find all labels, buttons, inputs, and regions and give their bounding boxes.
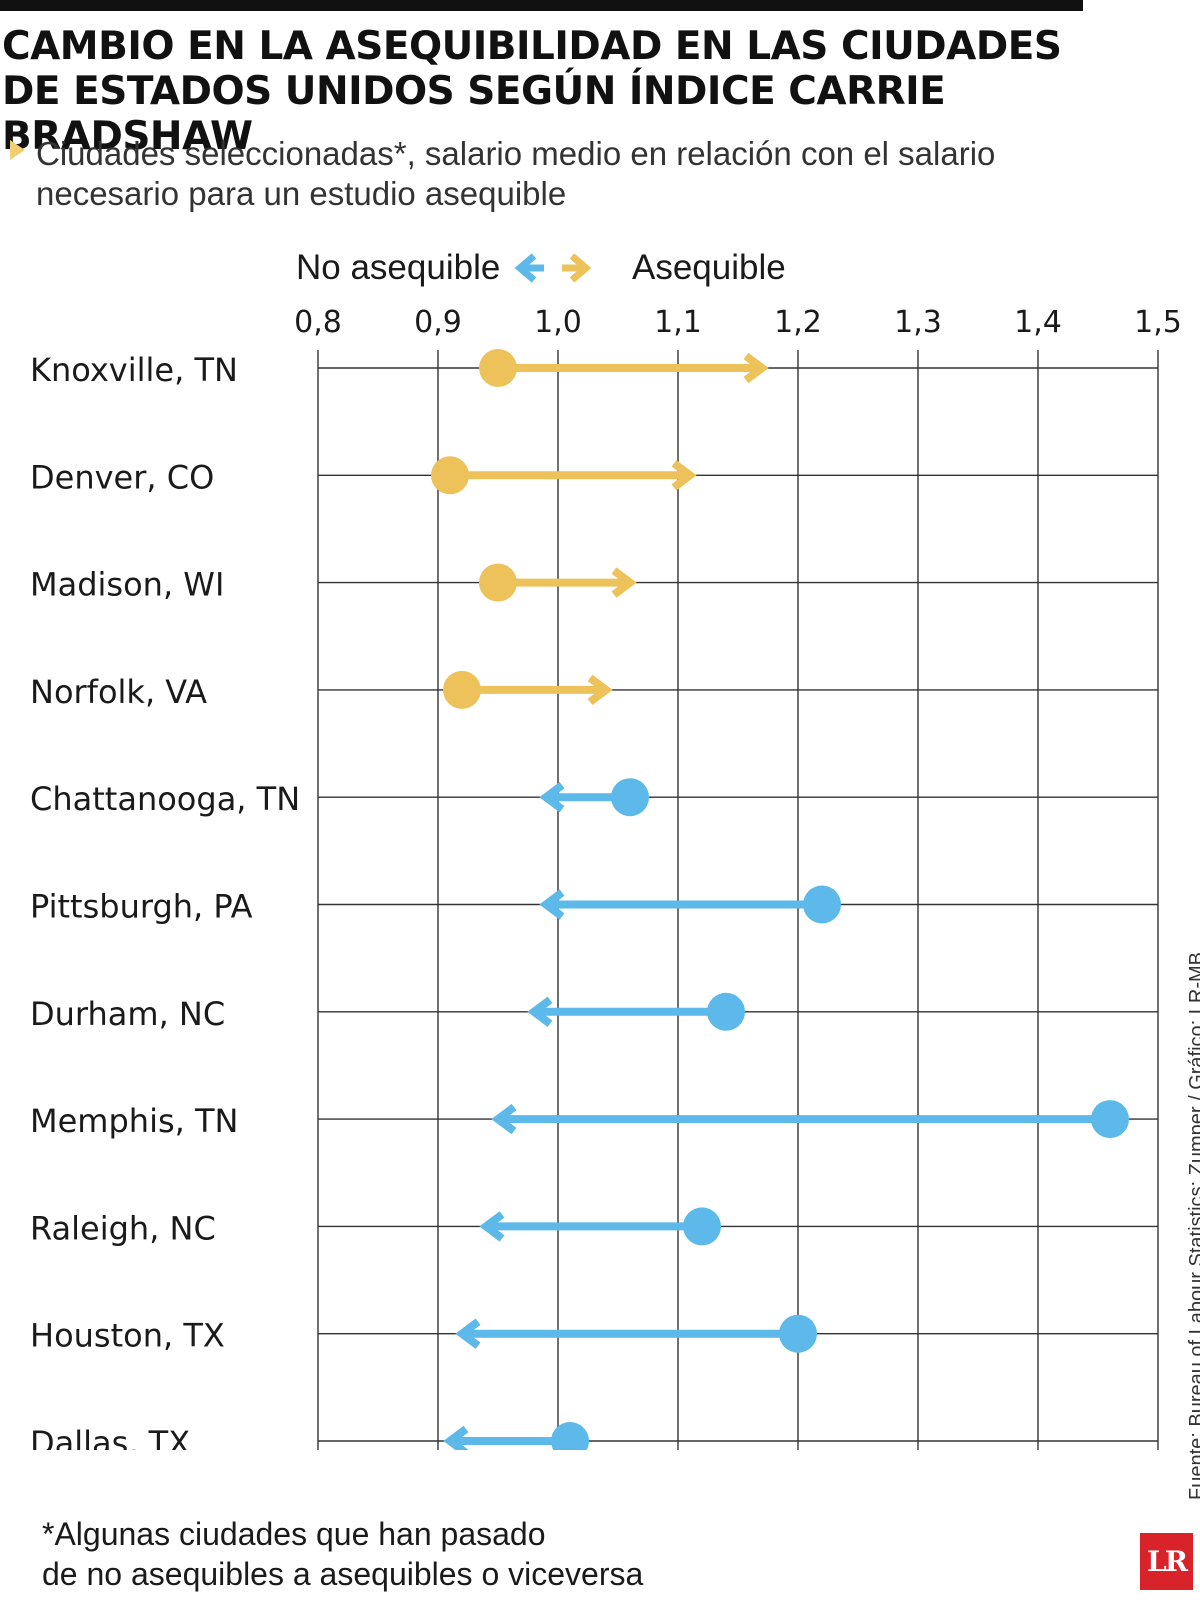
top-rule bbox=[0, 0, 1083, 11]
row-label: Pittsburgh, PA bbox=[30, 888, 253, 926]
source-note: Fuente: Bureau of Labour Statistics; Zum… bbox=[1186, 951, 1200, 1500]
arrow-head bbox=[539, 782, 565, 813]
arrow-head bbox=[491, 1103, 517, 1135]
arrow-head bbox=[479, 1211, 505, 1242]
row-label: Norfolk, VA bbox=[30, 673, 207, 711]
lr-logo: LR bbox=[1140, 1533, 1193, 1590]
footnote-line-1: *Algunas ciudades que han pasado bbox=[42, 1516, 546, 1552]
start-dot bbox=[479, 349, 517, 387]
title-line-1: CAMBIO EN LA ASEQUIBILIDAD EN LAS CIUDAD… bbox=[2, 24, 1062, 69]
row-label: Madison, WI bbox=[30, 566, 224, 604]
x-tick-label: 0,8 bbox=[294, 305, 342, 340]
subtitle-line-1: Ciudades seleccionadas*, salario medio e… bbox=[36, 135, 996, 172]
arrow-left-icon bbox=[514, 253, 544, 283]
start-dot bbox=[683, 1207, 721, 1246]
arrow-head bbox=[455, 1318, 481, 1349]
footnote: *Algunas ciudades que han pasado de no a… bbox=[42, 1514, 643, 1594]
arrow-head bbox=[587, 674, 613, 706]
start-dot bbox=[551, 1422, 589, 1450]
arrow-right-icon bbox=[562, 253, 592, 283]
footnote-line-2: de no asequibles a asequibles o vicevers… bbox=[42, 1556, 644, 1592]
start-dot bbox=[431, 456, 469, 495]
x-tick-label: 1,3 bbox=[894, 305, 942, 340]
x-tick-label: 1,0 bbox=[534, 305, 582, 340]
row-label: Houston, TX bbox=[30, 1317, 225, 1355]
arrow-head bbox=[539, 889, 565, 920]
chart-title: CAMBIO EN LA ASEQUIBILIDAD EN LAS CIUDAD… bbox=[2, 24, 1102, 159]
row-label: Memphis, TN bbox=[30, 1102, 238, 1140]
arrow-head bbox=[611, 567, 637, 598]
subtitle-line-2: necesario para un estudio asequible bbox=[36, 175, 567, 212]
start-dot bbox=[1091, 1100, 1129, 1139]
legend-label-not-affordable: No asequible bbox=[296, 248, 501, 287]
arrow-head bbox=[527, 996, 553, 1027]
x-tick-label: 1,1 bbox=[654, 305, 702, 340]
subtitle: Ciudades seleccionadas*, salario medio e… bbox=[10, 134, 1090, 214]
row-label: Durham, NC bbox=[30, 995, 225, 1033]
legend-label-affordable: Asequible bbox=[632, 248, 786, 287]
start-dot bbox=[779, 1314, 817, 1353]
start-dot bbox=[803, 885, 841, 924]
x-tick-label: 1,5 bbox=[1134, 305, 1180, 340]
x-tick-label: 0,9 bbox=[414, 305, 462, 340]
arrow-head bbox=[443, 1425, 469, 1450]
row-label: Dallas, TX bbox=[30, 1424, 190, 1450]
start-dot bbox=[611, 778, 649, 817]
start-dot bbox=[479, 563, 517, 602]
row-label: Knoxville, TN bbox=[30, 351, 238, 389]
row-label: Denver, CO bbox=[30, 458, 214, 496]
triangle-marker-icon bbox=[10, 140, 25, 160]
start-dot bbox=[443, 670, 481, 709]
start-dot bbox=[707, 992, 745, 1031]
title-line-2: DE ESTADOS UNIDOS SEGÚN ÍNDICE CARRIE BR… bbox=[2, 69, 946, 159]
arrow-head bbox=[743, 352, 769, 384]
x-tick-label: 1,4 bbox=[1014, 305, 1062, 340]
x-tick-label: 1,2 bbox=[774, 305, 822, 340]
row-label: Chattanooga, TN bbox=[30, 780, 300, 818]
arrow-head bbox=[671, 460, 697, 491]
dumbbell-chart: 0,8 0,9 1,0 1,1 1,2 1,3 1,4 1,5 Knoxville, TN Den… bbox=[30, 305, 1180, 1450]
row-label: Raleigh, NC bbox=[30, 1209, 216, 1247]
